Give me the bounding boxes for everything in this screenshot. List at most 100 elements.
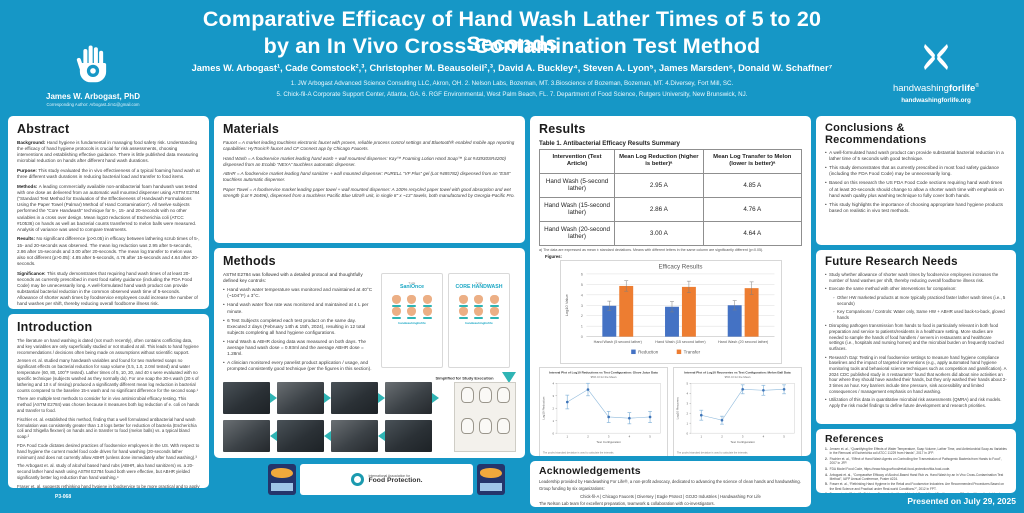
sanionce-poster-thumbnail: THE SaniOnce handwashingforlife bbox=[381, 273, 443, 368]
method-step-photo bbox=[223, 420, 270, 452]
thumb-kicker: THE bbox=[408, 281, 416, 285]
materials-heading: Materials bbox=[223, 122, 279, 136]
svg-text:1: 1 bbox=[687, 421, 689, 425]
hand-step-icon bbox=[407, 295, 417, 305]
svg-text:Hand Wash (20 second lather): Hand Wash (20 second lather) bbox=[717, 340, 767, 344]
thumb-title: CORE HANDWASH bbox=[455, 284, 503, 290]
svg-text:Efficacy Results: Efficacy Results bbox=[658, 263, 702, 270]
column-header: Mean Log Transfer to Melon (lower is bet… bbox=[702, 149, 803, 174]
svg-text:Interval Plot of Log10 Recover: Interval Plot of Log10 Recoveries vs Tes… bbox=[684, 370, 790, 374]
svg-text:Hand Wash (5 second lather): Hand Wash (5 second lather) bbox=[593, 340, 641, 344]
abstract-heading: Abstract bbox=[17, 122, 70, 136]
badge-art bbox=[480, 483, 502, 491]
materials-item: ABHR = A foodservice market leading hand… bbox=[223, 171, 511, 183]
brand-name: handwashingforlife® bbox=[892, 83, 980, 94]
svg-text:1: 1 bbox=[553, 419, 555, 423]
hand-outline bbox=[460, 418, 474, 434]
svg-text:Log10 Recovery: Log10 Recovery bbox=[676, 396, 680, 419]
method-step-photo bbox=[277, 420, 324, 452]
column-header: Mean Log Reduction (higher is better)ᵃ bbox=[614, 149, 704, 174]
svg-text:3: 3 bbox=[742, 434, 744, 438]
conclusion-bullet: • A well-formulated hand wash product can… bbox=[825, 150, 1004, 162]
methods-bullet: • Hand wash water temperature was monitor… bbox=[223, 287, 373, 299]
methods-bullet: • 6 Test Subjects completed each test pro… bbox=[223, 317, 366, 335]
svg-text:1: 1 bbox=[566, 434, 568, 438]
flow-arrow-icon bbox=[324, 393, 331, 403]
svg-text:4: 4 bbox=[763, 434, 765, 438]
flow-arrow-icon bbox=[270, 393, 277, 403]
corresponding-author-name: James W. Arbogast, PhD bbox=[46, 92, 140, 101]
conclusion-bullet: • Based on this research the US FDA Food … bbox=[825, 180, 1004, 198]
abstract-paragraph: Purpose: This study evaluated the in viv… bbox=[17, 168, 200, 180]
hand-step-icon bbox=[458, 307, 468, 317]
acknowledgement-line: Chick-fil-A | Chicago Faucets | Diversey… bbox=[580, 493, 761, 499]
svg-text:5: 5 bbox=[580, 282, 583, 287]
affiliations-line2: 5. Chick-fil-A Corporate Support Center,… bbox=[276, 91, 748, 98]
methods-bullet: • Hand wash water flow rate was monitored… bbox=[223, 302, 369, 314]
table-row: Hand Wash (15-second lather) 2.86 A 4.76 A bbox=[538, 196, 803, 222]
reference-item: 3. FDA Model Food Code, https://www.fda.g… bbox=[825, 466, 951, 471]
svg-text:3: 3 bbox=[687, 401, 689, 405]
affiliations-line1: 1. JW Arbogast Advanced Science Consulti… bbox=[290, 80, 734, 87]
svg-text:1: 1 bbox=[700, 434, 702, 438]
svg-text:95% CI for the Mean: 95% CI for the Mean bbox=[591, 375, 617, 379]
svg-text:6: 6 bbox=[580, 271, 583, 276]
flow-arrow-icon bbox=[378, 393, 385, 403]
iafp-logo-bar: International Association for Food Prote… bbox=[300, 464, 473, 495]
iafp-logo-text: International Association for Food Prote… bbox=[369, 474, 423, 485]
methods-card: Methods ASTM E2784 was followed with a d… bbox=[214, 248, 525, 458]
svg-text:Log10 Reduction: Log10 Reduction bbox=[542, 396, 546, 419]
introduction-paragraph: Fischler et. al. established this method… bbox=[17, 416, 197, 440]
hand-steps-art bbox=[382, 290, 442, 321]
simplified-caption-text: Simplified for Study Execution bbox=[435, 375, 494, 381]
hand-outline bbox=[478, 418, 492, 434]
table-caption: Table 1. Antibacterial Efficacy Results … bbox=[539, 140, 680, 147]
melon-ball-interval-plot: Interval Plot of Log10 Recoveries vs Tes… bbox=[673, 366, 802, 456]
methods-intro: ASTM E2784 was followed with a detailed … bbox=[223, 272, 363, 284]
svg-text:The pooled standard deviation: The pooled standard deviation is used to… bbox=[677, 451, 749, 454]
acknowledgement-line: The Nelson Lab team for excellent prepar… bbox=[539, 501, 715, 507]
hand-step-icon bbox=[423, 295, 433, 305]
svg-text:3: 3 bbox=[580, 303, 583, 308]
method-step-photo bbox=[223, 382, 270, 414]
hand-outline bbox=[496, 418, 510, 434]
iafp-2025-badge-icon bbox=[477, 464, 505, 495]
svg-text:2: 2 bbox=[580, 313, 582, 318]
iafp-logo-icon bbox=[350, 473, 364, 486]
badge-art bbox=[271, 468, 293, 478]
abstract-paragraph: Background: Hand hygiene is fundamental … bbox=[17, 140, 199, 164]
brand-block: handwashingforlife® handwashingforlife.o… bbox=[856, 42, 1016, 104]
authors-line: James W. Arbogast¹, Cade Comstock²,³, Ch… bbox=[191, 63, 833, 73]
iafp-text-line2: Food Protection. bbox=[368, 477, 423, 485]
introduction-card: Introduction The literature on hand wash… bbox=[8, 314, 209, 488]
table-row: Hand Wash (5-second lather) 2.95 A 4.85 A bbox=[538, 172, 803, 198]
references-body: 1. Jensen et. al., “Quantifying the Effec… bbox=[825, 447, 1007, 493]
hwfl-logo-icon bbox=[924, 44, 948, 70]
hand-step-icon bbox=[490, 307, 500, 317]
hand-step-icon bbox=[490, 295, 500, 305]
svg-text:5: 5 bbox=[783, 434, 785, 438]
svg-text:1: 1 bbox=[580, 323, 583, 328]
abstract-card: Abstract Background: Hand hygiene is fun… bbox=[8, 116, 209, 309]
methods-heading: Methods bbox=[223, 254, 276, 268]
presented-date: Presented on July 29, 2025 bbox=[907, 496, 1016, 506]
svg-text:3: 3 bbox=[608, 434, 610, 438]
reference-item: 1. Jensen et. al., “Quantifying the Effec… bbox=[825, 447, 1007, 456]
method-photo-strip bbox=[223, 382, 516, 452]
svg-text:2: 2 bbox=[587, 434, 589, 438]
svg-text:Test Configuration: Test Configuration bbox=[730, 440, 755, 444]
results-heading: Results bbox=[539, 122, 586, 136]
hand-step-icon bbox=[407, 307, 417, 317]
introduction-heading: Introduction bbox=[17, 320, 93, 334]
hand-outline bbox=[460, 387, 474, 403]
svg-text:3: 3 bbox=[553, 394, 555, 398]
svg-text:The pooled standard deviation: The pooled standard deviation is used to… bbox=[543, 451, 615, 454]
future-bullet: • Study whether allowance of shorter wash… bbox=[825, 272, 999, 283]
future-bullet: • Utilization of this data in quantitativ… bbox=[825, 397, 1002, 408]
svg-text:5: 5 bbox=[649, 434, 651, 438]
table-footnote: a) The data are expressed as mean ± stan… bbox=[539, 247, 764, 252]
svg-text:Transfer: Transfer bbox=[683, 349, 700, 354]
svg-text:4: 4 bbox=[580, 292, 583, 297]
core-handwash-poster-thumbnail: THE CORE HANDWASH handwashingforlife bbox=[448, 273, 510, 368]
introduction-paragraph: The Arbogast et. al. study of alcohol ba… bbox=[17, 463, 194, 481]
